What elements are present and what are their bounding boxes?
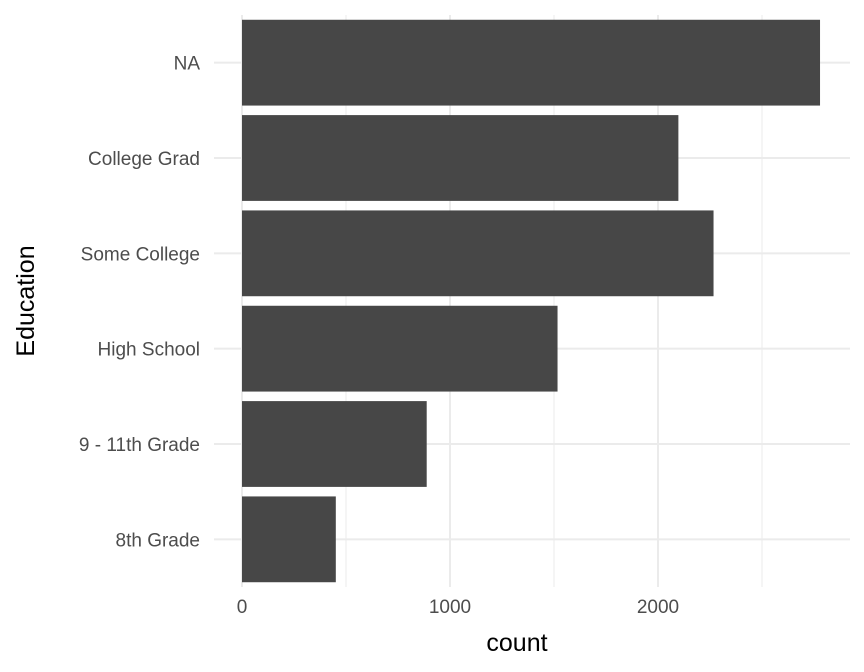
y-tick-label: NA — [174, 54, 201, 75]
y-axis-title: Education — [12, 245, 40, 356]
y-tick-label: Some College — [81, 244, 200, 265]
x-axis-ticks: 0 1000 2000 — [237, 597, 679, 618]
x-tick-label: 0 — [237, 597, 248, 618]
y-tick-label: 9 - 11th Grade — [79, 435, 200, 456]
bar-some-college — [242, 210, 714, 297]
x-axis-title: count — [486, 629, 547, 657]
bar-high-school — [242, 305, 558, 392]
y-tick-label: 8th Grade — [116, 530, 201, 551]
x-tick-label: 1000 — [429, 597, 471, 618]
y-tick-label: College Grad — [88, 149, 200, 170]
y-tick-label: High School — [98, 340, 200, 361]
y-axis-ticks: 8th Grade 9 - 11th Grade High School Some C… — [79, 54, 200, 552]
x-tick-label: 2000 — [637, 597, 679, 618]
bar-na — [242, 19, 821, 106]
bar-9-11th-grade — [242, 401, 427, 487]
bar-college-grad — [242, 115, 679, 201]
bar-8th-grade — [242, 496, 336, 583]
bars — [242, 19, 821, 583]
